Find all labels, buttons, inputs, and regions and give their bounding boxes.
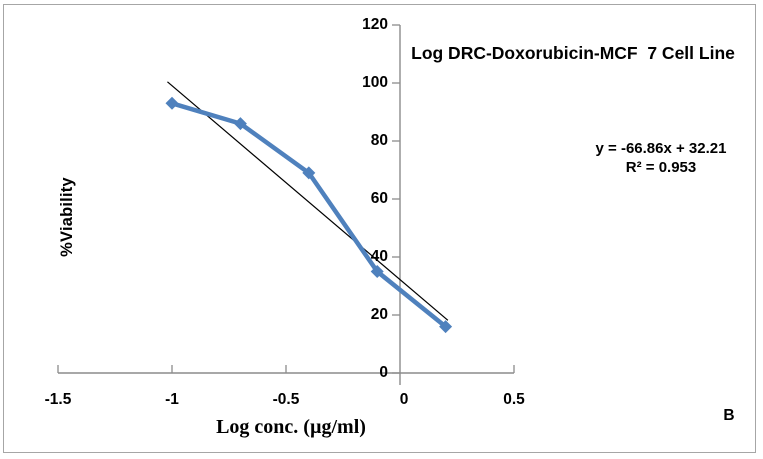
panel-label: B (723, 407, 735, 424)
y-tick-label: 120 (362, 16, 388, 33)
y-axis-title: %Viability (58, 177, 76, 257)
x-tick-label: -0.5 (272, 391, 300, 408)
r-squared-line: R² = 0.953 (625, 159, 697, 176)
x-tick-label: -1 (165, 391, 179, 408)
data-point-marker (370, 265, 384, 278)
data-point-marker (165, 96, 179, 110)
data-point-marker (302, 166, 316, 180)
trendline-equation: y = -66.86x + 32.21 R² = 0.953 (561, 139, 761, 177)
data-point-marker (439, 320, 453, 334)
y-tick-label: 0 (379, 364, 388, 381)
data-point-marker (233, 117, 247, 131)
y-tick-label: 40 (370, 248, 388, 265)
series-line (169, 101, 448, 329)
trend-line (167, 81, 449, 321)
x-axis-title: Log conc. (µg/ml) (216, 416, 366, 438)
chart-title: Log DRC-Doxorubicin-MCF 7 Cell Line (411, 43, 735, 63)
y-tick-label: 60 (370, 190, 388, 207)
equation-line: y = -66.86x + 32.21 (595, 140, 727, 157)
x-tick-label: -1.5 (44, 391, 72, 408)
y-tick-label: 80 (370, 132, 388, 149)
x-tick-label: 0 (399, 391, 409, 408)
y-tick-label: 100 (362, 74, 388, 91)
x-tick-label: 0.5 (503, 391, 525, 408)
y-tick-label: 20 (370, 306, 388, 323)
figure-border (3, 4, 756, 453)
